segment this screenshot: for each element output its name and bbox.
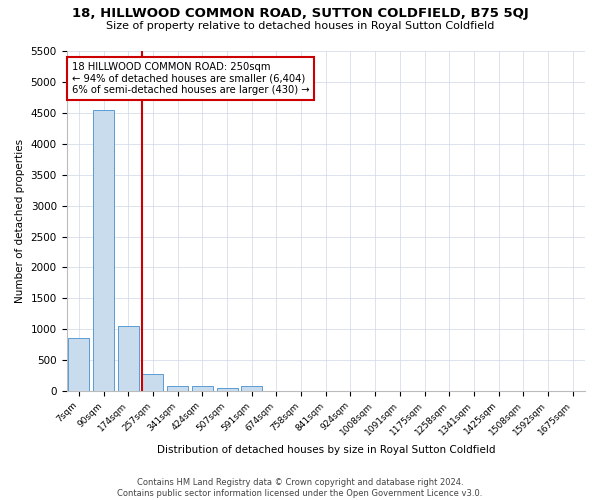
Text: Size of property relative to detached houses in Royal Sutton Coldfield: Size of property relative to detached ho… [106,21,494,31]
Bar [241,386,262,391]
Y-axis label: Number of detached properties: Number of detached properties [15,139,25,303]
Bar [167,386,188,391]
Bar [68,338,89,391]
Bar [118,326,139,391]
Bar [192,386,213,391]
Bar [93,110,114,391]
Bar [142,374,163,391]
Bar [217,388,238,391]
Text: 18 HILLWOOD COMMON ROAD: 250sqm
← 94% of detached houses are smaller (6,404)
6% : 18 HILLWOOD COMMON ROAD: 250sqm ← 94% of… [72,62,310,95]
Text: 18, HILLWOOD COMMON ROAD, SUTTON COLDFIELD, B75 5QJ: 18, HILLWOOD COMMON ROAD, SUTTON COLDFIE… [71,8,529,20]
Text: Contains HM Land Registry data © Crown copyright and database right 2024.
Contai: Contains HM Land Registry data © Crown c… [118,478,482,498]
X-axis label: Distribution of detached houses by size in Royal Sutton Coldfield: Distribution of detached houses by size … [157,445,495,455]
